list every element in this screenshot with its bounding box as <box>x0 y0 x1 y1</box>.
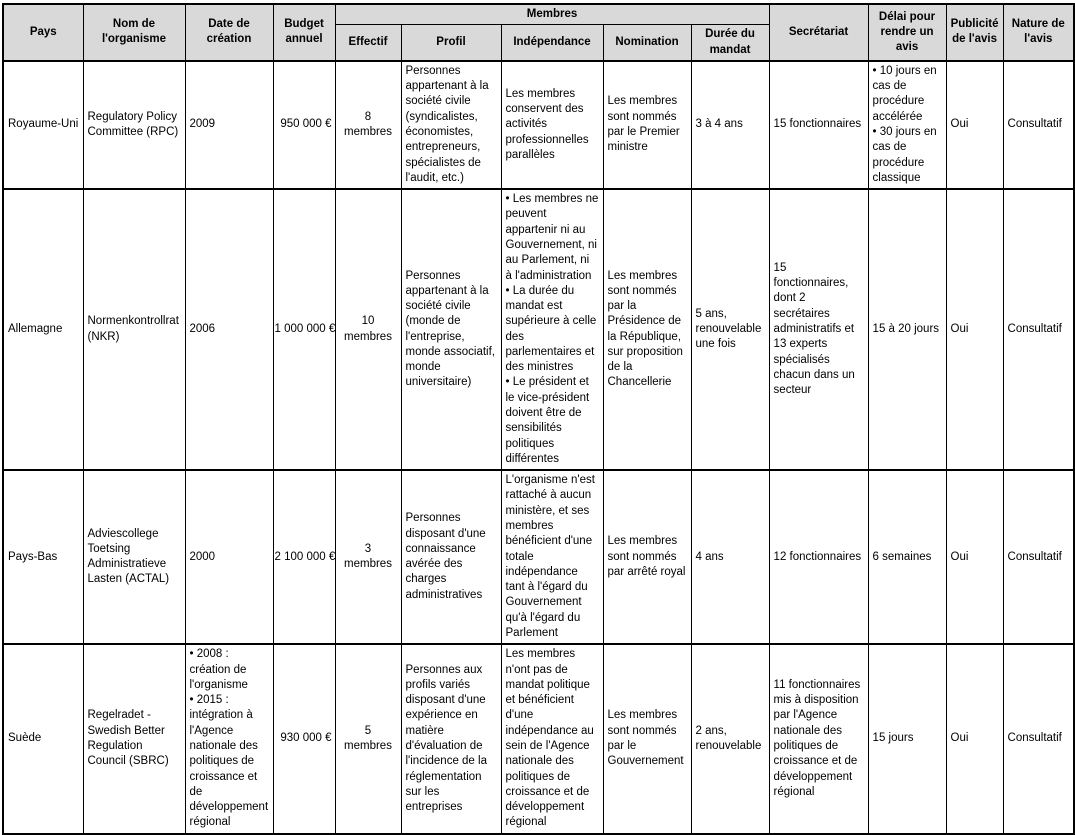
cell-organisme: Normenkontrollrat (NKR) <box>82 188 186 472</box>
cell-independance: L'organisme n'est rattaché à aucun minis… <box>500 469 604 646</box>
header-nomination: Nomination <box>602 24 692 62</box>
cell-profil: Personnes aux profils variés disposant d… <box>400 643 502 835</box>
cell-date: 2009 <box>184 59 274 191</box>
cell-date: • 2008 : création de l'organisme • 2015 … <box>184 643 274 835</box>
cell-nomination: Les membres sont nommés par le Premier m… <box>602 59 692 191</box>
header-row-top: Pays Nom de l'organisme Date de création… <box>2 3 1075 62</box>
header-membres-group: Membres <box>334 3 770 26</box>
cell-budget: 2 100 000 € <box>272 469 336 646</box>
cell-duree: 2 ans, renouvelable <box>690 643 770 835</box>
cell-pays: Royaume-Uni <box>2 59 84 191</box>
cell-budget: 930 000 € <box>272 643 336 835</box>
row-suede: Suède Regelradet - Swedish Better Regula… <box>2 643 1075 835</box>
row-pays-bas: Pays-Bas Adviescollege Toetsing Administ… <box>2 469 1075 646</box>
cell-duree: 5 ans, renouvelable une fois <box>690 188 770 472</box>
header-independance: Indépendance <box>500 24 604 62</box>
cell-publicite: Oui <box>945 59 1004 191</box>
cell-profil: Personnes disposant d'une connaissance a… <box>400 469 502 646</box>
cell-nature: Consultatif <box>1002 59 1075 191</box>
cell-pays: Pays-Bas <box>2 469 84 646</box>
cell-independance: • Les membres ne peuvent appartenir ni a… <box>500 188 604 472</box>
cell-organisme: Adviescollege Toetsing Administratieve L… <box>82 469 186 646</box>
cell-nomination: Les membres sont nommés par le Gouvernem… <box>602 643 692 835</box>
organismes-comparison-table: Pays Nom de l'organisme Date de création… <box>2 3 1075 835</box>
cell-effectif: 8 membres <box>334 59 402 191</box>
cell-date: 2000 <box>184 469 274 646</box>
cell-publicite: Oui <box>945 188 1004 472</box>
header-publicite-avis: Publicité de l'avis <box>945 3 1004 62</box>
cell-secretariat: 15 fonctionnaires, dont 2 secrétaires ad… <box>768 188 869 472</box>
header-date-creation: Date de création <box>184 3 274 62</box>
header-effectif: Effectif <box>334 24 402 62</box>
header-pays: Pays <box>2 3 84 62</box>
cell-nomination: Les membres sont nommés par la Présidenc… <box>602 188 692 472</box>
cell-delai: 6 semaines <box>867 469 947 646</box>
cell-delai: • 10 jours en cas de procédure accélérée… <box>867 59 947 191</box>
cell-delai: 15 à 20 jours <box>867 188 947 472</box>
cell-publicite: Oui <box>945 643 1004 835</box>
cell-publicite: Oui <box>945 469 1004 646</box>
cell-nature: Consultatif <box>1002 188 1075 472</box>
cell-duree: 4 ans <box>690 469 770 646</box>
cell-organisme: Regulatory Policy Committee (RPC) <box>82 59 186 191</box>
cell-independance: Les membres n'ont pas de mandat politiqu… <box>500 643 604 835</box>
header-duree-mandat: Durée du mandat <box>690 24 770 62</box>
header-secretariat: Secrétariat <box>768 3 869 62</box>
cell-effectif: 5 membres <box>334 643 402 835</box>
header-organisme: Nom de l'organisme <box>82 3 186 62</box>
header-profil: Profil <box>400 24 502 62</box>
cell-delai: 15 jours <box>867 643 947 835</box>
table-header: Pays Nom de l'organisme Date de création… <box>2 3 1075 62</box>
cell-profil: Personnes appartenant à la société civil… <box>400 59 502 191</box>
cell-secretariat: 12 fonctionnaires <box>768 469 869 646</box>
header-delai-avis: Délai pour rendre un avis <box>867 3 947 62</box>
header-nature-avis: Nature de l'avis <box>1002 3 1075 62</box>
row-allemagne: Allemagne Normenkontrollrat (NKR) 2006 1… <box>2 188 1075 472</box>
cell-pays: Suède <box>2 643 84 835</box>
cell-pays: Allemagne <box>2 188 84 472</box>
header-budget-annuel: Budget annuel <box>272 3 336 62</box>
cell-secretariat: 11 fonctionnaires mis à disposition par … <box>768 643 869 835</box>
cell-budget: 1 000 000 € <box>272 188 336 472</box>
cell-nature: Consultatif <box>1002 643 1075 835</box>
cell-independance: Les membres conservent des activités pro… <box>500 59 604 191</box>
cell-duree: 3 à 4 ans <box>690 59 770 191</box>
cell-secretariat: 15 fonctionnaires <box>768 59 869 191</box>
cell-nomination: Les membres sont nommés par arrêté royal <box>602 469 692 646</box>
cell-budget: 950 000 € <box>272 59 336 191</box>
header-row-membres-sub: Effectif Profil Indépendance Nomination … <box>3 24 1074 62</box>
cell-effectif: 3 membres <box>334 469 402 646</box>
cell-nature: Consultatif <box>1002 469 1075 646</box>
cell-profil: Personnes appartenant à la société civil… <box>400 188 502 472</box>
row-royaume-uni: Royaume-Uni Regulatory Policy Committee … <box>2 59 1075 191</box>
cell-effectif: 10 membres <box>334 188 402 472</box>
cell-organisme: Regelradet - Swedish Better Regulation C… <box>82 643 186 835</box>
cell-date: 2006 <box>184 188 274 472</box>
